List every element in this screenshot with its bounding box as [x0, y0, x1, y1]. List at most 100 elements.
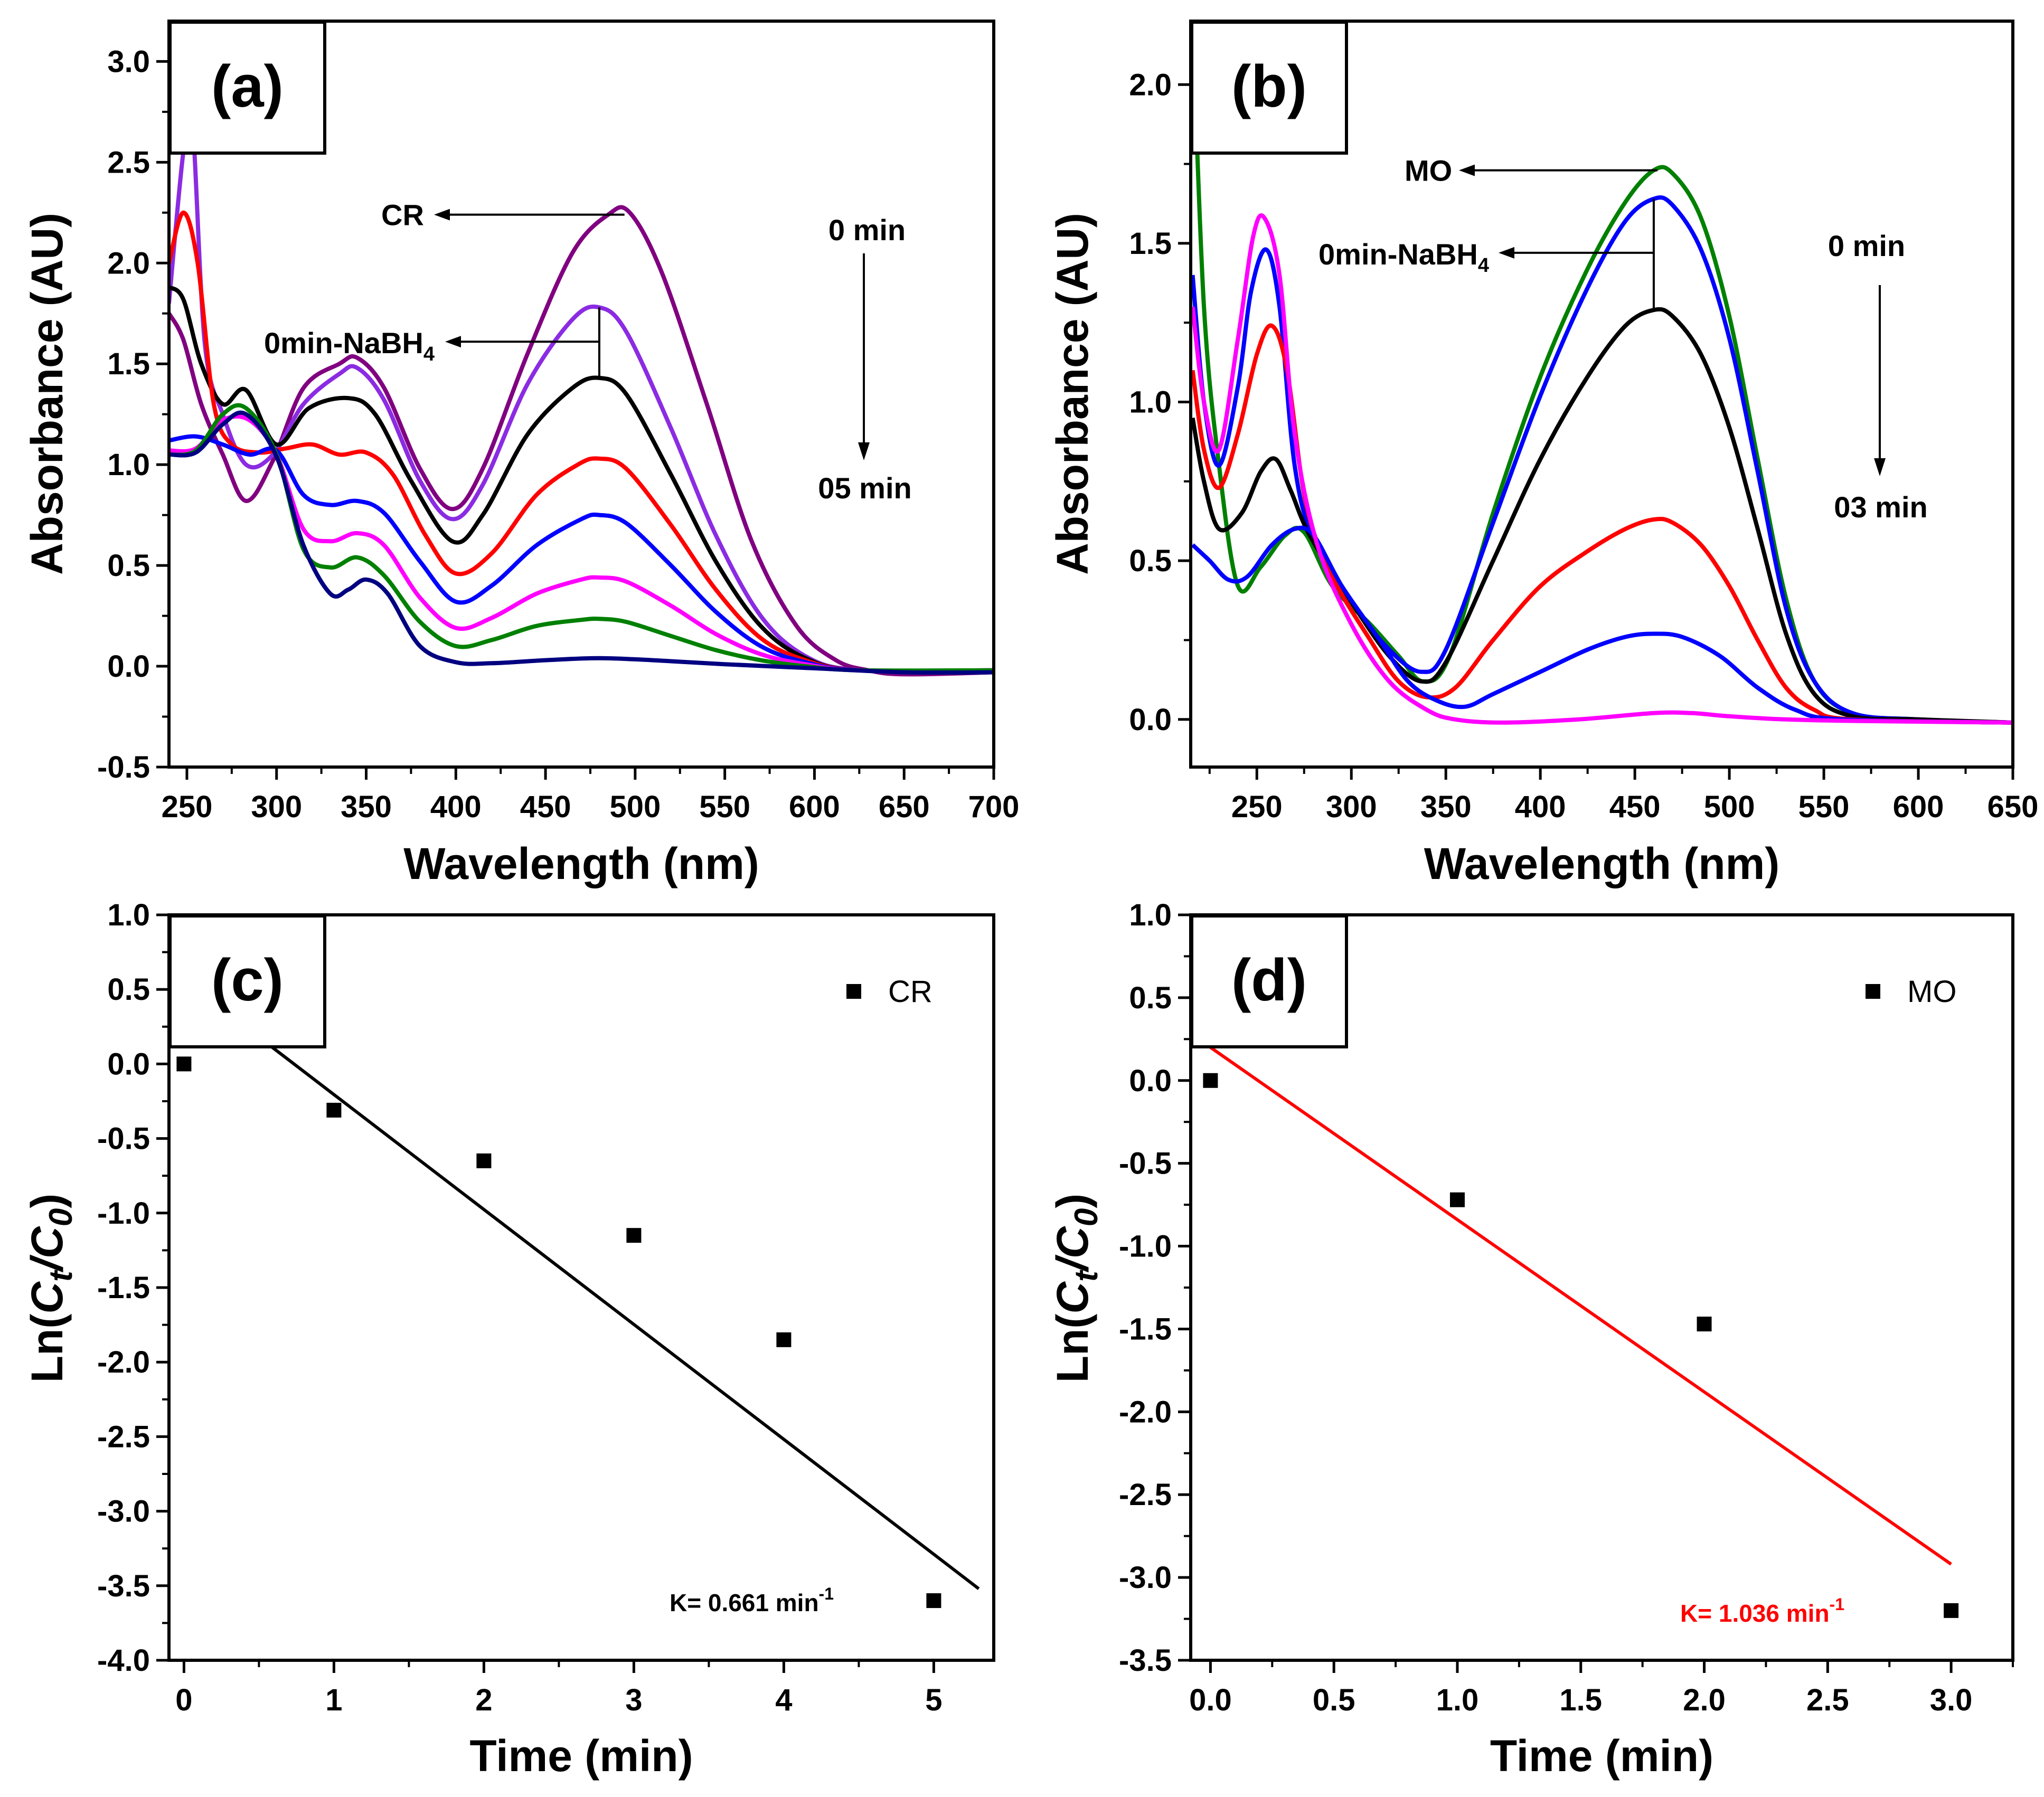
panel-label: (c) [211, 947, 284, 1013]
y-tick-label: 0.0 [1129, 1064, 1172, 1098]
x-tick-label: 1 [325, 1683, 342, 1717]
plot-frame [167, 20, 995, 769]
panel-label: (d) [1231, 947, 1307, 1013]
legend-label: MO [1907, 975, 1956, 1009]
y-tick-label: 0.0 [107, 1047, 150, 1081]
y-tick-label: 2.0 [1129, 68, 1172, 102]
y-tick-label: -2.5 [97, 1420, 150, 1454]
data-point [926, 1593, 941, 1609]
x-axis-label: Wavelength (nm) [1424, 839, 1780, 888]
series-line [1191, 525, 2013, 725]
y-label-sub-0: 0 [1068, 1208, 1105, 1226]
panel-label-box [168, 914, 326, 1048]
series-line [169, 285, 994, 674]
x-tick-label: 1.5 [1559, 1683, 1602, 1717]
chart-panel-c: 0 1 2 3 4 5 -4.0 -3.5 -3.0 -2.5 -2.0 -1.5 -1.0 -0.5 0.… [22, 898, 995, 1781]
y-axis-label: Absorbance (AU) [22, 213, 72, 575]
time-start-label: 0 min [1828, 229, 1905, 262]
x-tick-label: 350 [1420, 790, 1472, 824]
y-axis-label: Ln(Ct/C0) [22, 1194, 79, 1383]
series-line [169, 414, 994, 673]
y-tick-label: 1.0 [107, 898, 150, 932]
y-axis-label: Ln(Ct/C0) [1048, 1194, 1105, 1383]
y-label-sub-0: 0 [43, 1208, 79, 1226]
y-tick-label: 2.5 [107, 145, 150, 179]
x-tick-label: 250 [162, 790, 213, 824]
mo-arrow-head [1459, 164, 1475, 176]
panel-label-box [168, 21, 326, 155]
x-tick-label: 4 [775, 1683, 792, 1717]
nabh4-text: 0min-NaBH [264, 326, 423, 360]
x-tick-label: 250 [1231, 790, 1283, 824]
y-label-prefix: Ln( [1048, 1314, 1097, 1383]
y-axis-label: Absorbance (AU) [1048, 213, 1097, 575]
nabh4-arrow-head [1499, 247, 1514, 259]
data-point [1944, 1603, 1959, 1618]
x-tick-label: 350 [341, 790, 392, 824]
x-tick-label: 1.0 [1436, 1683, 1479, 1717]
y-label-prefix: Ln( [22, 1314, 72, 1383]
x-axis-label: Wavelength (nm) [403, 839, 759, 888]
time-arrow-head [858, 442, 870, 460]
x-tick-label: 0 [175, 1683, 192, 1717]
y-tick-label: -3.0 [97, 1495, 150, 1529]
y-tick-label: 0.5 [1129, 981, 1172, 1015]
x-tick-label: 600 [1893, 790, 1944, 824]
k-annotation: K= 1.036 min-1 [1680, 1595, 1844, 1627]
y-tick-label: -1.5 [1119, 1312, 1172, 1346]
x-tick-label: 650 [1988, 790, 2039, 824]
x-tick-label: 500 [1704, 790, 1755, 824]
nabh4-subscript: 4 [423, 343, 435, 365]
x-tick-label: 3.0 [1930, 1683, 1973, 1717]
x-tick-label: 550 [1798, 790, 1850, 824]
time-arrow-head [1874, 458, 1886, 476]
k-text: K= 1.036 min [1680, 1600, 1830, 1627]
cr-arrow-head [434, 209, 450, 221]
k-text: K= 0.661 min [670, 1589, 819, 1616]
x-tick-label: 450 [520, 790, 571, 824]
x-tick-label: 0.5 [1313, 1683, 1355, 1717]
y-tick-label: 1.0 [107, 448, 150, 482]
x-tick-label: 500 [609, 790, 661, 824]
y-label-c: C [1048, 1281, 1097, 1314]
x-tick-label: 450 [1609, 790, 1661, 824]
y-label-suffix: ) [1048, 1194, 1097, 1208]
x-tick-label: 0.0 [1189, 1683, 1232, 1717]
x-tick-label: 300 [1326, 790, 1377, 824]
data-point [776, 1332, 792, 1347]
fit-line [258, 1036, 980, 1590]
x-tick-label: 400 [1515, 790, 1566, 824]
series-line [1191, 213, 2013, 725]
x-tick-label: 2.5 [1806, 1683, 1849, 1717]
data-point [626, 1228, 642, 1243]
data-point [1203, 1073, 1218, 1088]
y-label-c2: C [22, 1226, 72, 1259]
time-end-label: 03 min [1834, 490, 1927, 524]
k-superscript: -1 [1830, 1595, 1844, 1614]
legend-marker [1866, 984, 1880, 999]
y-tick-label: 0.5 [107, 972, 150, 1007]
y-tick-label: 0.0 [1129, 703, 1172, 737]
y-tick-label: 1.5 [1129, 226, 1172, 261]
x-tick-label: 600 [789, 790, 840, 824]
chart-panel-b: 250 300 350 400 450 500 550 600 650 0.0 0.5 1.0 1.5 2… [1048, 20, 2039, 888]
x-axis-label: Time (min) [469, 1731, 693, 1781]
y-label-sub-t: t [43, 1270, 79, 1282]
plot-frame [1189, 20, 2014, 769]
y-tick-label: 1.0 [1129, 898, 1172, 932]
series-line [169, 106, 994, 675]
y-tick-label: -0.5 [97, 750, 150, 784]
data-point [1697, 1317, 1712, 1332]
x-tick-label: 2 [475, 1683, 492, 1717]
plot-frame [167, 913, 995, 1662]
nabh4-label: 0min-NaBH4 [1318, 238, 1489, 277]
series-line [1191, 195, 2013, 725]
x-tick-label: 400 [430, 790, 482, 824]
panel-label: (b) [1231, 53, 1307, 119]
y-label-c2: C [1048, 1226, 1097, 1259]
y-tick-label: -1.0 [97, 1196, 150, 1231]
y-tick-label: 3.0 [107, 44, 150, 79]
nabh4-arrow-head [445, 336, 461, 348]
series-line [1191, 307, 2013, 725]
